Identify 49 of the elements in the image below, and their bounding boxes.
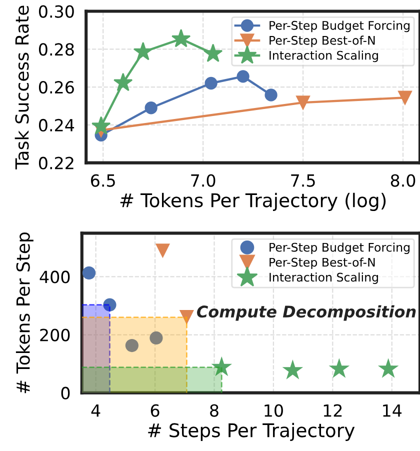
x-tick-label: 8.0	[390, 174, 416, 187]
point	[211, 356, 232, 376]
point	[82, 266, 96, 280]
point	[264, 88, 278, 102]
point	[236, 70, 250, 83]
y-axis-title: # Tokens Per Step	[16, 232, 34, 394]
x-tick-label: 6.5	[91, 174, 115, 187]
legend-label: Interaction Scaling	[270, 50, 378, 62]
point	[155, 244, 170, 258]
x-axis-title: # Steps Per Trajectory	[148, 422, 355, 441]
legend-label: Per-Step Best-of-N	[270, 36, 375, 48]
point	[91, 116, 111, 135]
point	[282, 360, 304, 380]
point	[203, 44, 223, 62]
y-tick-label: 200	[40, 328, 70, 342]
y-tick-label: 0.30	[38, 5, 74, 18]
x-tick-label: 4	[91, 404, 100, 417]
legend-label: Interaction Scaling	[270, 272, 378, 284]
point	[133, 42, 153, 60]
point	[398, 90, 412, 105]
point	[296, 96, 310, 110]
point	[113, 72, 133, 92]
x-tick-label: 6	[150, 404, 160, 417]
y-tick-label: 0	[61, 386, 70, 400]
y-axis-title: Task Success Rate	[14, 6, 29, 170]
point	[378, 358, 399, 378]
point	[125, 338, 138, 352]
x-axis-title: # Tokens Per Trajectory (log)	[120, 192, 386, 211]
x-tick-label: 12	[324, 404, 342, 417]
y-tick-label: 0.24	[38, 118, 74, 132]
x-tick-label: 7.5	[291, 174, 315, 187]
point	[144, 102, 158, 114]
legend-label: Per-Step Best-of-N	[270, 258, 375, 270]
x-tick-label: 8	[210, 404, 218, 417]
x-tick-label: 7.0	[191, 174, 216, 187]
legend-label: Per-Step Budget Forcing	[270, 242, 410, 254]
legend-label: Per-Step Budget Forcing	[270, 20, 410, 32]
y-tick-label: 400	[40, 270, 70, 284]
point	[328, 358, 350, 378]
x-tick-label: 14	[383, 404, 402, 417]
y-tick-label: 0.22	[38, 156, 74, 170]
point	[171, 28, 191, 48]
y-tick-label: 0.26	[38, 81, 74, 94]
point	[150, 331, 163, 345]
y-tick-label: 0.28	[38, 43, 74, 56]
point	[179, 310, 194, 325]
point	[204, 76, 218, 90]
x-tick-label: 10	[264, 404, 283, 417]
annotation: Compute Decomposition	[197, 305, 416, 321]
